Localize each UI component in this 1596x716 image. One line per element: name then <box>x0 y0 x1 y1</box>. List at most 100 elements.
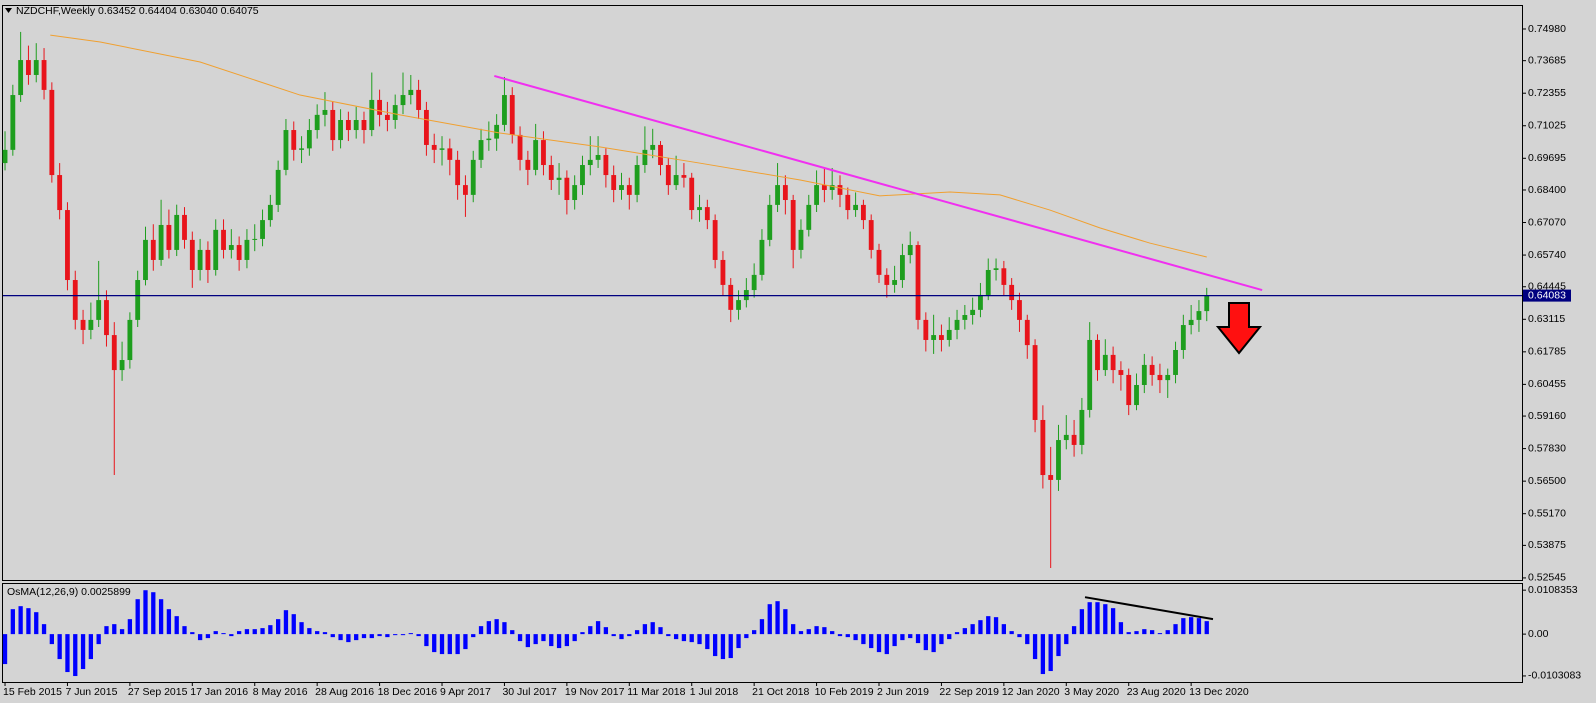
candle-body <box>299 148 304 150</box>
osma-bar <box>783 609 788 635</box>
candle-body <box>915 245 921 320</box>
candle-body <box>72 280 78 320</box>
menu-triangle[interactable] <box>5 8 12 13</box>
y-tick-label: 0.59160 <box>1528 410 1566 422</box>
osma-bar <box>213 631 218 635</box>
osma-bar <box>814 626 819 635</box>
osma-bar <box>728 634 733 659</box>
candle-body <box>689 177 695 211</box>
osma-bar <box>978 620 983 635</box>
candle-body <box>658 144 663 166</box>
candle-body <box>1126 374 1132 406</box>
osma-bar <box>845 634 850 638</box>
y-tick-label: 0.63115 <box>1528 313 1565 325</box>
candle-body <box>572 185 578 201</box>
osma-bar <box>197 634 203 641</box>
candle-body <box>1188 319 1194 326</box>
osma-bar <box>119 629 125 635</box>
x-tick-label: 11 Mar 2018 <box>627 686 685 698</box>
candle-body <box>392 105 398 120</box>
candle-body <box>665 165 671 186</box>
candle-body <box>486 138 492 141</box>
candle-body <box>962 315 968 320</box>
candle-body <box>1017 300 1022 320</box>
candle-body <box>423 109 429 145</box>
osma-bar <box>1064 634 1069 645</box>
candle-body <box>907 245 913 256</box>
candle-body <box>49 89 55 176</box>
osma-bar <box>1095 602 1100 635</box>
osma-bar <box>229 634 234 637</box>
candle-body <box>650 144 656 150</box>
osma-bar <box>252 629 257 635</box>
osma-bar <box>49 634 54 645</box>
osma-bar <box>260 628 265 635</box>
y-tick-label: 0.72355 <box>1528 87 1566 99</box>
candle-body <box>1180 325 1186 350</box>
candle-body <box>244 239 250 260</box>
x-tick-label: 13 Dec 2020 <box>1189 686 1249 698</box>
osma-bar <box>166 609 172 635</box>
osma-bar <box>1118 622 1124 635</box>
osma-bar <box>369 634 374 639</box>
candle-body <box>892 280 898 285</box>
x-tick-label: 23 Aug 2020 <box>1127 686 1186 698</box>
y-tick-label: 0.68400 <box>1528 184 1566 196</box>
down-arrow <box>1215 302 1263 355</box>
osma-bar <box>876 634 882 653</box>
x-tick-label: 8 May 2016 <box>253 686 308 698</box>
osma-bar <box>1181 618 1186 635</box>
candle-body <box>41 60 47 90</box>
osma-bar <box>276 619 281 635</box>
candle-body <box>470 159 476 195</box>
x-tick-label: 17 Jan 2016 <box>190 686 248 698</box>
candle-body <box>767 204 773 240</box>
candle-body <box>221 229 226 250</box>
osma-bar <box>923 634 928 651</box>
candle-body <box>712 220 718 260</box>
osma-bar <box>158 599 164 635</box>
candle-body <box>798 229 804 250</box>
osma-bar <box>1079 609 1085 635</box>
osma-bar <box>299 622 304 635</box>
osma-bar <box>34 612 39 635</box>
candle-body <box>899 255 905 281</box>
candle-body <box>541 140 546 166</box>
osma-bar <box>798 631 804 635</box>
osma-bar <box>2 634 8 665</box>
osma-bar <box>712 634 718 657</box>
x-tick-label: 27 Sep 2015 <box>128 686 188 698</box>
chart-title: NZDCHF,Weekly 0.63452 0.64404 0.63040 0.… <box>16 5 259 17</box>
y-tick-label: 0.69695 <box>1528 152 1566 164</box>
candle-body <box>697 207 702 211</box>
candle-body <box>408 89 414 96</box>
osma-bar <box>900 634 905 641</box>
x-tick-label: 2 Jun 2019 <box>877 686 929 698</box>
osma-bar <box>291 614 296 635</box>
osma-bar <box>1196 618 1202 635</box>
candle-body <box>1196 311 1202 320</box>
candle-body <box>1110 354 1116 371</box>
osma-bar <box>673 634 679 640</box>
osma-bar <box>1204 621 1209 635</box>
candle-body <box>954 319 960 330</box>
osma-bar <box>174 616 179 635</box>
osma-bar <box>681 634 687 642</box>
candle-body <box>782 185 788 201</box>
divergence-line <box>1084 596 1214 621</box>
candle-body <box>150 239 156 260</box>
candle-body <box>377 99 383 115</box>
candle-body <box>174 214 180 250</box>
candle-body <box>431 144 437 150</box>
osma-bar <box>88 634 94 660</box>
candle-body <box>291 130 297 150</box>
candle-body <box>642 149 648 166</box>
candle-body <box>260 220 265 239</box>
osma-bar <box>869 634 874 649</box>
osma-bar <box>619 634 624 640</box>
osma-bar <box>416 634 421 637</box>
candle-body <box>361 120 367 131</box>
candle-body <box>860 204 866 221</box>
